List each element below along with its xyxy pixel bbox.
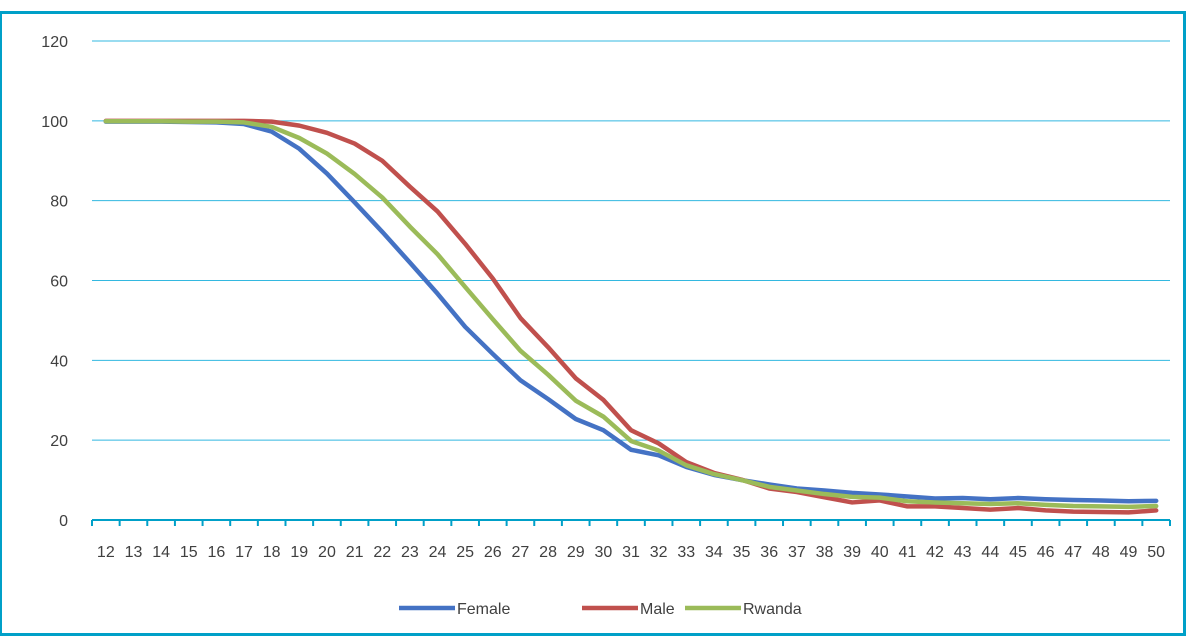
x-tick-label: 30 <box>594 544 612 561</box>
x-tick-label: 34 <box>705 544 723 561</box>
x-tick-label: 42 <box>926 544 944 561</box>
x-tick-label: 12 <box>97 544 115 561</box>
x-axis <box>91 519 1171 526</box>
x-tick-label: 23 <box>401 544 419 561</box>
line-chart: 0 20 40 60 80 100 120 12 13 14 15 16 17 18 19 20 21 22 23… <box>41 34 1171 618</box>
series-line-rwanda <box>103 118 1159 510</box>
gridlines <box>92 40 1170 441</box>
y-tick-label: 80 <box>50 194 68 211</box>
x-tick-label: 39 <box>843 544 861 561</box>
x-tick-label: 32 <box>650 544 668 561</box>
x-tick-label: 19 <box>290 544 308 561</box>
x-tick-label: 49 <box>1120 544 1138 561</box>
x-tick-label: 46 <box>1037 544 1055 561</box>
x-tick-label: 43 <box>954 544 972 561</box>
y-tick-label: 100 <box>41 114 68 131</box>
x-tick-label: 41 <box>899 544 917 561</box>
series-line-male <box>103 118 1159 515</box>
y-tick-label: 0 <box>59 513 68 530</box>
x-tick-label: 38 <box>816 544 834 561</box>
legend-label: Female <box>457 601 510 618</box>
x-tick-label: 50 <box>1147 544 1165 561</box>
x-tick-label: 18 <box>263 544 281 561</box>
y-tick-label: 20 <box>50 433 68 450</box>
x-tick-label: 33 <box>677 544 695 561</box>
legend: Female Male Rwanda <box>399 601 802 618</box>
legend-label: Rwanda <box>743 601 802 618</box>
legend-item-female: Female <box>399 601 510 618</box>
y-axis-ticks: 0 20 40 60 80 100 120 <box>41 34 68 530</box>
x-tick-label: 47 <box>1064 544 1082 561</box>
x-tick-label: 13 <box>125 544 143 561</box>
legend-item-male: Male <box>582 601 675 618</box>
series-line-female <box>103 119 1159 504</box>
x-tick-label: 36 <box>760 544 778 561</box>
x-tick-label: 24 <box>429 544 447 561</box>
legend-label: Male <box>640 601 675 618</box>
x-tick-label: 17 <box>235 544 253 561</box>
x-tick-label: 27 <box>512 544 530 561</box>
x-tick-label: 40 <box>871 544 889 561</box>
x-axis-ticks: 12 13 14 15 16 17 18 19 20 21 22 23 24 25 26 27 28 29 30 31… <box>97 544 1165 561</box>
y-tick-label: 60 <box>50 274 68 291</box>
x-tick-label: 25 <box>456 544 474 561</box>
x-tick-label: 20 <box>318 544 336 561</box>
x-tick-label: 45 <box>1009 544 1027 561</box>
legend-item-rwanda: Rwanda <box>685 601 802 618</box>
x-tick-label: 35 <box>733 544 751 561</box>
x-tick-label: 44 <box>981 544 999 561</box>
x-tick-label: 14 <box>152 544 170 561</box>
x-tick-label: 22 <box>373 544 391 561</box>
x-tick-label: 15 <box>180 544 198 561</box>
x-tick-label: 28 <box>539 544 557 561</box>
x-tick-label: 48 <box>1092 544 1110 561</box>
x-tick-label: 16 <box>207 544 225 561</box>
y-tick-label: 120 <box>41 34 68 51</box>
series-lines <box>103 118 1159 515</box>
x-tick-label: 29 <box>567 544 585 561</box>
x-tick-label: 31 <box>622 544 640 561</box>
x-tick-label: 37 <box>788 544 806 561</box>
x-tick-label: 26 <box>484 544 502 561</box>
y-tick-label: 40 <box>50 353 68 370</box>
chart-frame: 0 20 40 60 80 100 120 12 13 14 15 16 17 18 19 20 21 22 23… <box>0 11 1186 636</box>
x-tick-label: 21 <box>346 544 364 561</box>
